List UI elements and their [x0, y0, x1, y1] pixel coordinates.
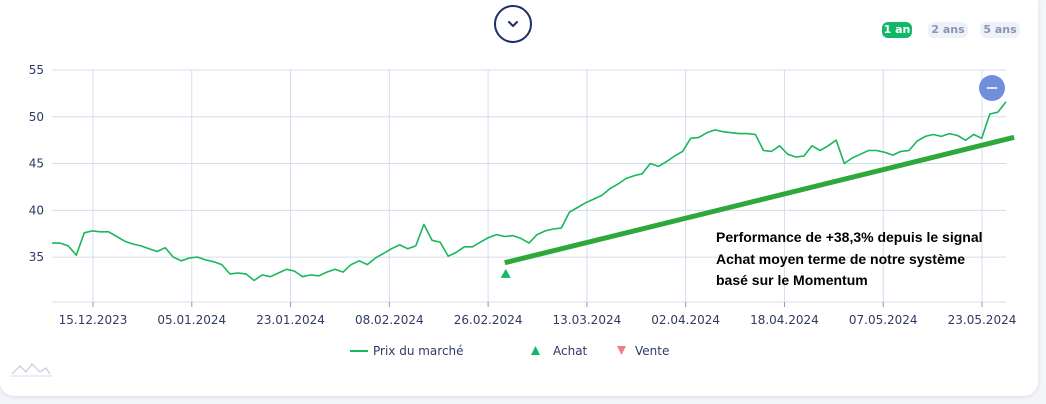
- end-marker[interactable]: [979, 75, 1005, 101]
- range-tab-2-years[interactable]: 2 ans: [928, 22, 968, 38]
- y-tick-label: 45: [29, 157, 44, 171]
- collapse-button[interactable]: [494, 5, 532, 43]
- annotation-line-3: basé sur le Momentum: [716, 272, 868, 288]
- buy-signal-marker[interactable]: [500, 268, 511, 278]
- legend: Prix du marché Achat Vente: [350, 344, 669, 358]
- triangle-up-icon: [531, 346, 540, 355]
- x-tick-label: 18.04.2024: [750, 313, 819, 327]
- x-tick-label: 23.01.2024: [256, 313, 325, 327]
- chart-card: 1 an 2 ans 5 ans 35 40 45 50 55 15.12.2023 05…: [0, 0, 1038, 396]
- x-tick-label: 15.12.2023: [59, 313, 128, 327]
- range-tab-1-year[interactable]: 1 an: [882, 22, 912, 38]
- mountain-logo-icon: [10, 363, 52, 377]
- x-tick-label: 02.04.2024: [651, 313, 720, 327]
- legend-item-sell[interactable]: Vente: [617, 344, 669, 358]
- grid: [52, 69, 1006, 307]
- x-tick-label: 07.05.2024: [849, 313, 918, 327]
- x-axis-ticks: 15.12.2023 05.01.2024 23.01.2024 08.02.2024…: [59, 313, 1017, 327]
- annotation-line-2: Achat moyen terme de notre système: [716, 251, 965, 267]
- annotation: Performance de +38,3% depuis le signal A…: [716, 229, 983, 288]
- legend-item-buy[interactable]: Achat: [531, 344, 588, 358]
- legend-label-buy: Achat: [553, 344, 588, 358]
- x-tick-label: 26.02.2024: [454, 313, 523, 327]
- chevron-down-icon: [508, 21, 518, 27]
- legend-label-price: Prix du marché: [373, 344, 464, 358]
- triangle-down-icon: [617, 346, 626, 355]
- price-line: [52, 101, 1007, 282]
- legend-item-price[interactable]: Prix du marché: [350, 344, 464, 358]
- y-axis-ticks: 35 40 45 50 55: [29, 63, 44, 264]
- x-tick-label: 05.01.2024: [157, 313, 226, 327]
- price-chart: 35 40 45 50 55 15.12.2023 05.01.2024 23.01.202…: [10, 63, 1017, 377]
- x-tick-label: 08.02.2024: [355, 313, 424, 327]
- range-tab-5-years[interactable]: 5 ans: [980, 22, 1020, 38]
- range-tabs: 1 an 2 ans 5 ans: [0, 22, 1038, 40]
- y-tick-label: 55: [29, 63, 44, 77]
- x-tick-label: 23.05.2024: [948, 313, 1017, 327]
- legend-label-sell: Vente: [635, 344, 669, 358]
- trend-line: [504, 134, 1015, 266]
- annotation-line-1: Performance de +38,3% depuis le signal: [716, 229, 983, 245]
- y-tick-label: 50: [29, 110, 44, 124]
- x-tick-label: 13.03.2024: [553, 313, 622, 327]
- y-tick-label: 35: [29, 250, 44, 264]
- y-tick-label: 40: [29, 203, 44, 217]
